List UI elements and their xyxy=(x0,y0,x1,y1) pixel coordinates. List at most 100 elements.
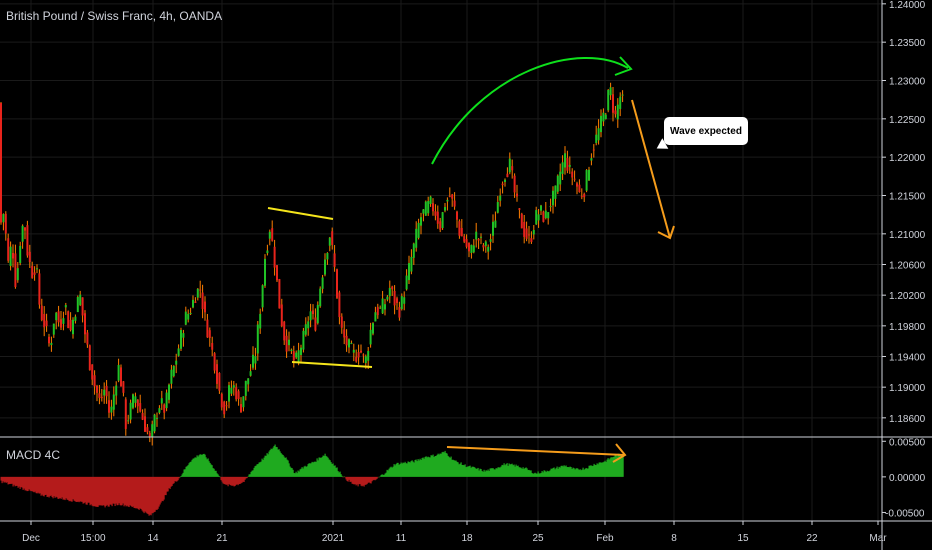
macd-bar xyxy=(606,459,608,477)
macd-bar xyxy=(617,453,619,477)
macd-bar xyxy=(563,465,565,477)
macd-bar xyxy=(301,467,303,477)
candle-body xyxy=(468,243,470,252)
wave-expected-callout[interactable]: Wave expected xyxy=(664,117,748,145)
macd-bar xyxy=(350,476,352,482)
candle-body xyxy=(184,311,187,325)
macd-bar xyxy=(288,463,290,477)
macd-bar xyxy=(178,476,180,479)
candle-body xyxy=(561,162,564,174)
macd-bar xyxy=(476,468,478,477)
candle-body xyxy=(163,404,166,413)
macd-bar xyxy=(185,466,187,477)
macd-bar xyxy=(610,457,612,477)
candle-body xyxy=(290,349,293,352)
macd-bar xyxy=(360,476,362,486)
macd-bar xyxy=(252,470,254,477)
macd-bar xyxy=(212,468,214,477)
macd-bar xyxy=(203,453,205,477)
macd-bar xyxy=(293,472,295,477)
macd-bar xyxy=(607,458,609,477)
candle-body xyxy=(122,381,125,393)
macd-bar xyxy=(545,472,547,477)
macd-bar xyxy=(11,476,13,484)
macd-bar xyxy=(544,470,546,477)
macd-bar xyxy=(594,464,596,477)
macd-bar xyxy=(447,455,449,477)
macd-bar xyxy=(589,465,591,477)
macd-bar xyxy=(37,476,39,493)
macd-bar xyxy=(320,457,322,477)
macd-bar xyxy=(249,474,251,477)
macd-bar xyxy=(125,476,127,507)
candle-body xyxy=(408,263,410,281)
macd-bar xyxy=(167,476,169,492)
macd-bar xyxy=(528,469,530,477)
macd-bar xyxy=(446,453,448,477)
macd-bar xyxy=(52,476,54,499)
macd-bar xyxy=(602,462,604,477)
macd-bar xyxy=(24,476,26,491)
macd-bar xyxy=(14,476,16,487)
candle-body xyxy=(376,307,379,316)
macd-bar xyxy=(356,476,358,485)
candle-body xyxy=(328,237,331,246)
macd-bar xyxy=(377,476,379,478)
macd-bar xyxy=(123,476,125,507)
macd-bar xyxy=(412,461,414,477)
candle-body xyxy=(40,305,43,320)
macd-bar xyxy=(491,468,493,477)
macd-bar xyxy=(172,476,174,484)
candle-body xyxy=(50,342,53,346)
macd-bar xyxy=(430,455,432,477)
candle-body xyxy=(103,389,106,396)
macd-bar xyxy=(520,467,522,477)
macd-bar xyxy=(162,476,164,502)
macd-bar xyxy=(310,463,312,477)
macd-bar xyxy=(532,473,534,477)
macd-bar xyxy=(425,456,427,477)
macd-bar xyxy=(526,468,528,477)
macd-bar xyxy=(72,476,74,500)
macd-bar xyxy=(77,476,79,502)
macd-bar xyxy=(358,476,360,485)
candle-body xyxy=(165,392,168,409)
macd-bar xyxy=(457,462,459,477)
macd-bar xyxy=(245,476,247,479)
candle-body xyxy=(439,221,442,230)
candle-body xyxy=(540,205,542,211)
macd-bar xyxy=(33,476,35,493)
macd-bar xyxy=(455,460,457,477)
macd-bar xyxy=(222,476,224,484)
candle-body xyxy=(14,253,17,287)
macd-bar xyxy=(351,476,353,484)
candle-body xyxy=(12,252,14,259)
macd-bar xyxy=(260,461,262,477)
candle-body xyxy=(57,311,60,323)
candle-body xyxy=(448,195,451,197)
macd-bar xyxy=(567,466,569,477)
candle-body xyxy=(396,298,398,303)
macd-bar xyxy=(99,476,101,506)
macd-bar xyxy=(87,476,89,503)
candle-body xyxy=(326,253,329,260)
macd-bar xyxy=(64,476,66,501)
candle-body xyxy=(573,178,576,180)
macd-bar xyxy=(204,454,206,477)
macd-bar xyxy=(388,468,390,477)
macd-bar xyxy=(433,456,435,477)
macd-bar xyxy=(313,461,315,477)
macd-bar xyxy=(550,468,552,477)
macd-bar xyxy=(211,465,213,477)
macd-bar xyxy=(40,476,42,496)
candle-body xyxy=(331,231,334,245)
macd-bar xyxy=(581,469,583,477)
macd-bar xyxy=(512,465,514,477)
macd-bar xyxy=(51,476,53,498)
macd-indicator-label[interactable]: MACD 4C xyxy=(6,448,61,462)
macd-bar xyxy=(506,463,508,477)
macd-bar xyxy=(243,476,245,483)
macd-bar xyxy=(223,476,225,485)
macd-bar xyxy=(309,463,311,477)
